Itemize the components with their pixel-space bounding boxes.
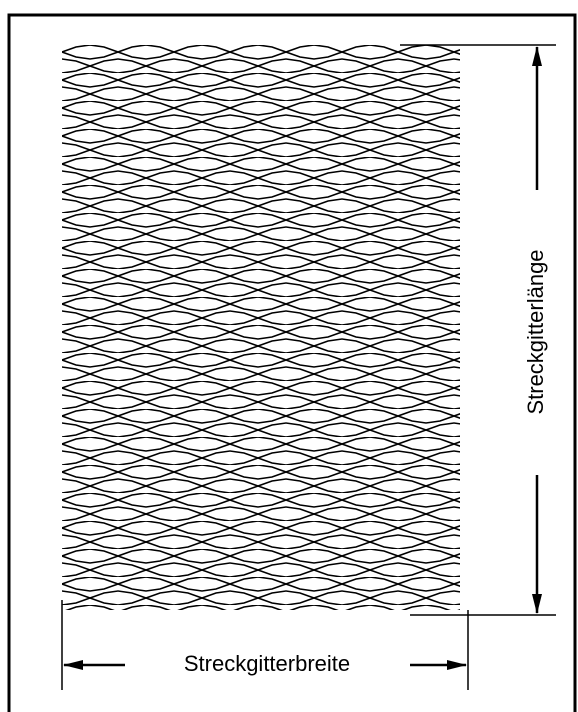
length-label: Streckgitterlänge bbox=[523, 249, 548, 414]
frame bbox=[7, 13, 577, 712]
length-dimension bbox=[400, 44, 556, 616]
width-label: Streckgitterbreite bbox=[184, 651, 350, 676]
expanded-metal-mesh bbox=[62, 45, 460, 610]
width-dimension bbox=[61, 600, 469, 690]
